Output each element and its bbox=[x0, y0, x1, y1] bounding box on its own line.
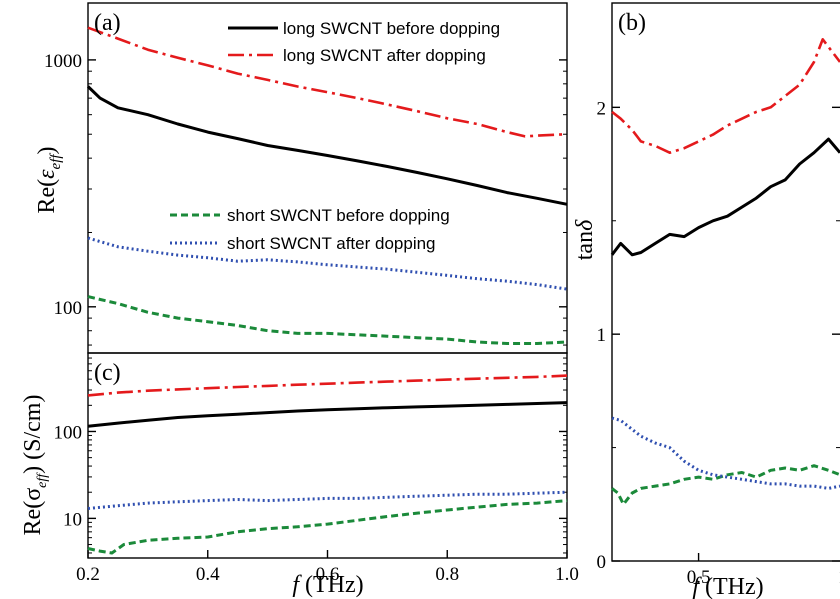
legend-entry-short-before: short SWCNT before dopping bbox=[227, 206, 450, 225]
panel-c-xtick-label: 1.0 bbox=[555, 564, 579, 585]
panel-b-ylabel-symbol: δ bbox=[572, 219, 598, 231]
panel-b-ytick-label: 1 bbox=[597, 325, 607, 346]
legend-entry-long-after: long SWCNT after dopping bbox=[283, 46, 486, 65]
panel-b-label: (b) bbox=[618, 10, 646, 36]
legend-upper: long SWCNT before dopping long SWCNT aft… bbox=[228, 19, 500, 65]
panel-c-ylabel: Re(σeff) (S/cm) bbox=[20, 395, 50, 536]
panel-c-ylabel-main: Re(σ bbox=[20, 488, 46, 536]
panel-c-ytick-label: 100 bbox=[54, 422, 83, 443]
panel-b-series-long-before bbox=[610, 137, 840, 257]
panel-a-series-short-after bbox=[87, 236, 568, 291]
panel-c-ticks: 10 100 0.2 0.4 0.6 0.8 1.0 bbox=[54, 357, 579, 585]
panel-b-series-short-before bbox=[611, 464, 840, 506]
panel-a-series bbox=[86, 26, 568, 345]
svg-text:Re(σeff) (S/cm): Re(σeff) (S/cm) bbox=[20, 395, 50, 536]
panel-b-ylabel-main: tan bbox=[572, 231, 598, 260]
panel-b-xlabel: f (THz) bbox=[692, 574, 763, 599]
panel-c-series-short-before bbox=[87, 499, 568, 555]
panel-c-ylabel-sub: eff bbox=[35, 472, 50, 488]
panel-b-ticks: 0 1 2 0.5 1 bbox=[597, 98, 840, 588]
legend-entry-long-before: long SWCNT before dopping bbox=[283, 19, 500, 38]
panel-c-xtick-label: 0.4 bbox=[196, 564, 220, 585]
panel-a-series-short-before bbox=[87, 295, 568, 345]
panel-a-ytick-label: 1000 bbox=[44, 51, 82, 72]
panel-c-ylabel-close: ) (S/cm) bbox=[20, 395, 46, 474]
panel-c-xtick-label: 0.2 bbox=[76, 564, 100, 585]
panel-c-series-short-after bbox=[87, 490, 568, 510]
panel-c-series-long-before bbox=[87, 401, 568, 428]
panel-a-ylabel-main: Re( bbox=[34, 179, 60, 214]
panel-a-label: (a) bbox=[94, 10, 121, 36]
panel-b-frame bbox=[611, 2, 840, 562]
panel-a-ylabel-symbol: ε bbox=[34, 169, 60, 179]
panel-c-series bbox=[87, 374, 568, 555]
panel-c-series-long-after bbox=[87, 374, 568, 397]
panel-a-series-long-after bbox=[87, 26, 568, 138]
panel-c: 10 100 0.2 0.4 0.6 0.8 1.0 (c) Re(σeff) (S/cm)… bbox=[20, 352, 579, 598]
panel-c-xtick-label: 0.6 bbox=[316, 564, 340, 585]
panel-b-ytick-label: 2 bbox=[597, 98, 607, 119]
panel-b-ylabel: tanδ bbox=[572, 219, 598, 260]
panel-c-xlabel-symbol: f bbox=[292, 572, 302, 598]
panel-c-xlabel-unit: (THz) bbox=[299, 572, 364, 598]
svg-text:tanδ: tanδ bbox=[572, 219, 598, 260]
panel-a-ylabel-sub: eff bbox=[48, 153, 64, 170]
panel-c-xlabel: f (THz) bbox=[292, 572, 363, 598]
panel-b-xlabel-symbol: f bbox=[692, 574, 702, 599]
panel-a: 100 1000 (a) Re(εeff) long SWCNT before d… bbox=[34, 2, 568, 354]
panel-b-series bbox=[610, 37, 840, 506]
legend-lower: short SWCNT before dopping short SWCNT a… bbox=[170, 206, 450, 253]
panel-c-label: (c) bbox=[94, 360, 121, 386]
panel-a-ylabel-close: ) bbox=[34, 146, 60, 154]
panel-b-ytick-label: 0 bbox=[597, 552, 607, 573]
panel-b-xlabel-unit: (THz) bbox=[699, 574, 764, 599]
panel-a-ticks: 100 1000 bbox=[44, 51, 567, 346]
panel-c-ytick-label: 10 bbox=[63, 509, 82, 530]
panel-b: 0 1 2 0.5 1 (b) tanδ f (THz) bbox=[572, 2, 840, 599]
panel-b-series-long-after bbox=[611, 37, 840, 154]
panel-a-series-long-before bbox=[86, 85, 568, 206]
panel-c-xtick-label: 0.8 bbox=[435, 564, 459, 585]
legend-entry-short-after: short SWCNT after dopping bbox=[227, 234, 436, 253]
panel-a-ylabel: Re(εeff) bbox=[34, 146, 64, 213]
panel-a-ytick-label: 100 bbox=[54, 298, 83, 319]
svg-text:Re(εeff): Re(εeff) bbox=[34, 146, 64, 213]
panel-b-series-short-after bbox=[611, 416, 840, 490]
panel-b-xtick-label: 0.5 bbox=[687, 567, 711, 588]
panel-b-xtick-label: 1 bbox=[838, 567, 840, 588]
